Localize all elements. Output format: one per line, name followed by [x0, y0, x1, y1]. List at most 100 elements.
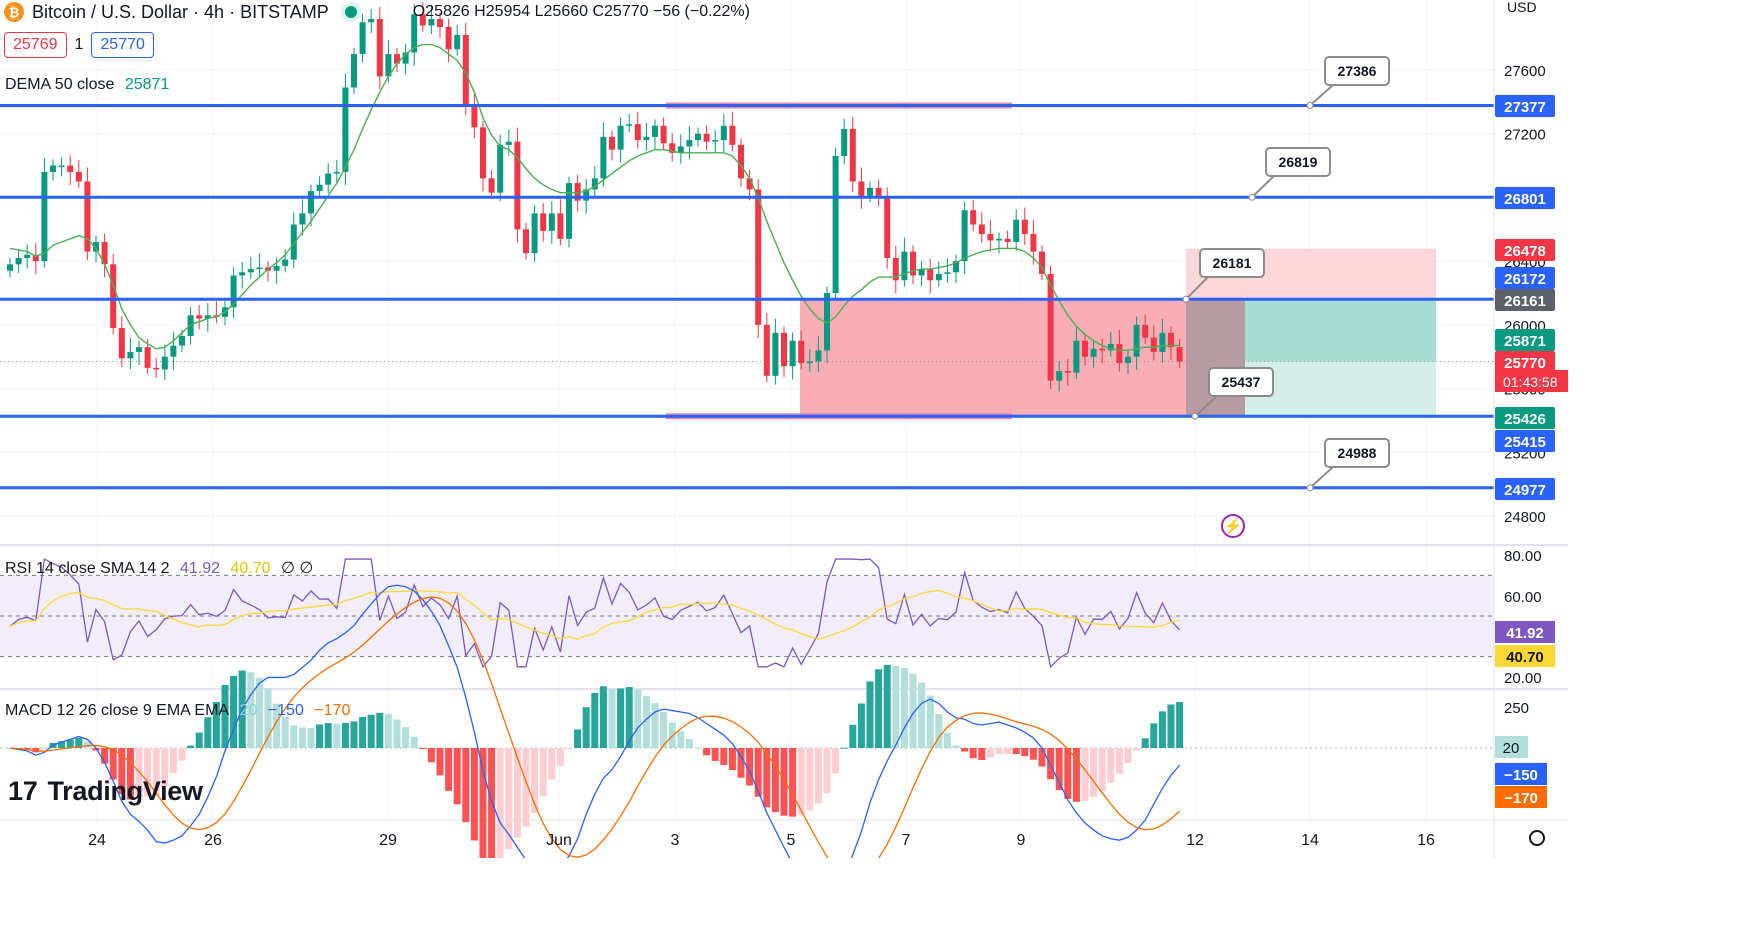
macd-hist-bar [1115, 748, 1123, 774]
candle-body [806, 361, 813, 364]
candle-body [953, 261, 959, 273]
price-tag-label: 26801 [1504, 191, 1546, 208]
macd-tick: 250 [1504, 700, 1529, 717]
price-tag-label: 26172 [1504, 271, 1546, 288]
candle-body [867, 187, 873, 196]
macd-hist-bar [169, 748, 177, 774]
macd-hist-bar [720, 748, 728, 765]
chart-header: ₿ Bitcoin / U.S. Dollar · 4h · BITSTAMP … [4, 0, 750, 24]
candle-body [755, 189, 762, 325]
tradingview-logo[interactable]: 17 TradingView [8, 776, 203, 807]
dema-legend[interactable]: DEMA 50 close 25871 [5, 76, 175, 94]
candle-body [325, 173, 332, 185]
x-tick-label: 5 [787, 832, 796, 849]
candle-body [1056, 371, 1063, 381]
symbol-title[interactable]: Bitcoin / U.S. Dollar · 4h · BITSTAMP [32, 1, 329, 22]
macd-hist-bar [935, 714, 943, 748]
candle-body [987, 234, 994, 241]
target-zone [1245, 299, 1436, 362]
macd-hist-bar [926, 695, 934, 748]
rsi-sma-value: 40.70 [230, 560, 271, 577]
macd-hist-bar [969, 748, 977, 759]
candle-body [1107, 343, 1114, 351]
candle-body [368, 19, 375, 23]
price-tag [1495, 407, 1555, 429]
lightning-icon[interactable]: ⚡ [1221, 514, 1245, 538]
macd-hist-bar [685, 739, 693, 748]
macd-hist-bar [1064, 748, 1072, 799]
macd-hist-bar [642, 696, 650, 748]
macd-hist-bar [952, 745, 960, 748]
sell-button[interactable]: 25769 [4, 32, 67, 58]
rsi-tick: 80.00 [1504, 548, 1542, 565]
buy-button[interactable]: 25770 [91, 32, 154, 58]
candle-body [144, 347, 151, 368]
callout-box [1208, 367, 1274, 397]
macd-hist-bar [763, 748, 771, 808]
macd-hist-bar [152, 748, 160, 797]
callout-label: 27386 [1338, 63, 1377, 79]
macd-hist-bar [75, 737, 83, 748]
macd-hist-bar [617, 688, 625, 748]
price-tag [1495, 187, 1555, 209]
x-tick-label: 7 [902, 832, 911, 849]
candle-body [7, 264, 13, 271]
rsi-tick: 60.00 [1504, 589, 1542, 606]
macd-hist-bar [866, 681, 874, 748]
price-tag-label: 25426 [1504, 411, 1546, 428]
macd-hist-bar [66, 739, 74, 748]
macd-signal-value: −170 [314, 702, 351, 719]
candle-body [944, 272, 951, 274]
macd-hist-bar [1047, 748, 1055, 780]
rsi-line [9, 558, 1181, 669]
trading-chart[interactable]: 2738626819261812543724988248002520025600… [0, 0, 1568, 858]
macd-hist-bar [298, 727, 306, 748]
candle-body [67, 165, 74, 172]
candle-body [927, 269, 934, 281]
x-tick-label: 12 [1186, 832, 1204, 849]
macd-hist-bar [118, 748, 126, 795]
macd-hist-bar [539, 748, 547, 797]
candle-body [961, 210, 968, 262]
macd-hist-bar [660, 711, 668, 748]
candle-body [935, 273, 942, 281]
macd-hist-bar [445, 748, 453, 791]
macd-hist-bar [58, 741, 66, 748]
candle-body [523, 229, 529, 254]
candle-body [497, 144, 504, 193]
candle-body [419, 14, 426, 26]
market-status-icon[interactable] [344, 6, 357, 18]
callout-label: 26819 [1279, 154, 1318, 170]
macd-hist-bar [918, 682, 926, 748]
candle-body [566, 183, 572, 239]
candle-body [170, 345, 177, 357]
price-tag [1495, 267, 1555, 289]
macd-hist-bar [728, 748, 736, 771]
macd-hist-bar [943, 732, 951, 748]
candle-body [58, 165, 65, 168]
candle-body [239, 272, 246, 276]
candle-body [910, 251, 916, 276]
macd-hist-bar [1072, 748, 1080, 802]
candle-body [1159, 332, 1166, 352]
candle-body [342, 87, 349, 172]
countdown-tag [1495, 370, 1568, 392]
macd-hist-bar [591, 692, 599, 748]
countdown-label: 01:43:58 [1503, 374, 1558, 390]
candle-body [1176, 347, 1183, 362]
callout-box [1199, 248, 1265, 278]
macd-signal-tag-label: −170 [1504, 790, 1538, 807]
candle-body [110, 264, 117, 329]
macd-hist-bar [307, 728, 315, 748]
macd-hist-bar [367, 714, 375, 748]
price-tag [1495, 329, 1555, 351]
rsi-legend[interactable]: RSI 14 close SMA 14 2 41.92 40.70 ∅ ∅ [5, 558, 319, 578]
x-tick-label: 26 [204, 832, 222, 849]
macd-hist-bar [599, 686, 607, 748]
candle-body [394, 54, 400, 64]
macd-legend[interactable]: MACD 12 26 close 9 EMA EMA 20 −150 −170 [5, 702, 356, 720]
candle-body [1004, 238, 1011, 243]
settings-icon[interactable] [1529, 830, 1545, 846]
macd-hist-bar [900, 668, 908, 748]
candle-body [333, 171, 340, 174]
